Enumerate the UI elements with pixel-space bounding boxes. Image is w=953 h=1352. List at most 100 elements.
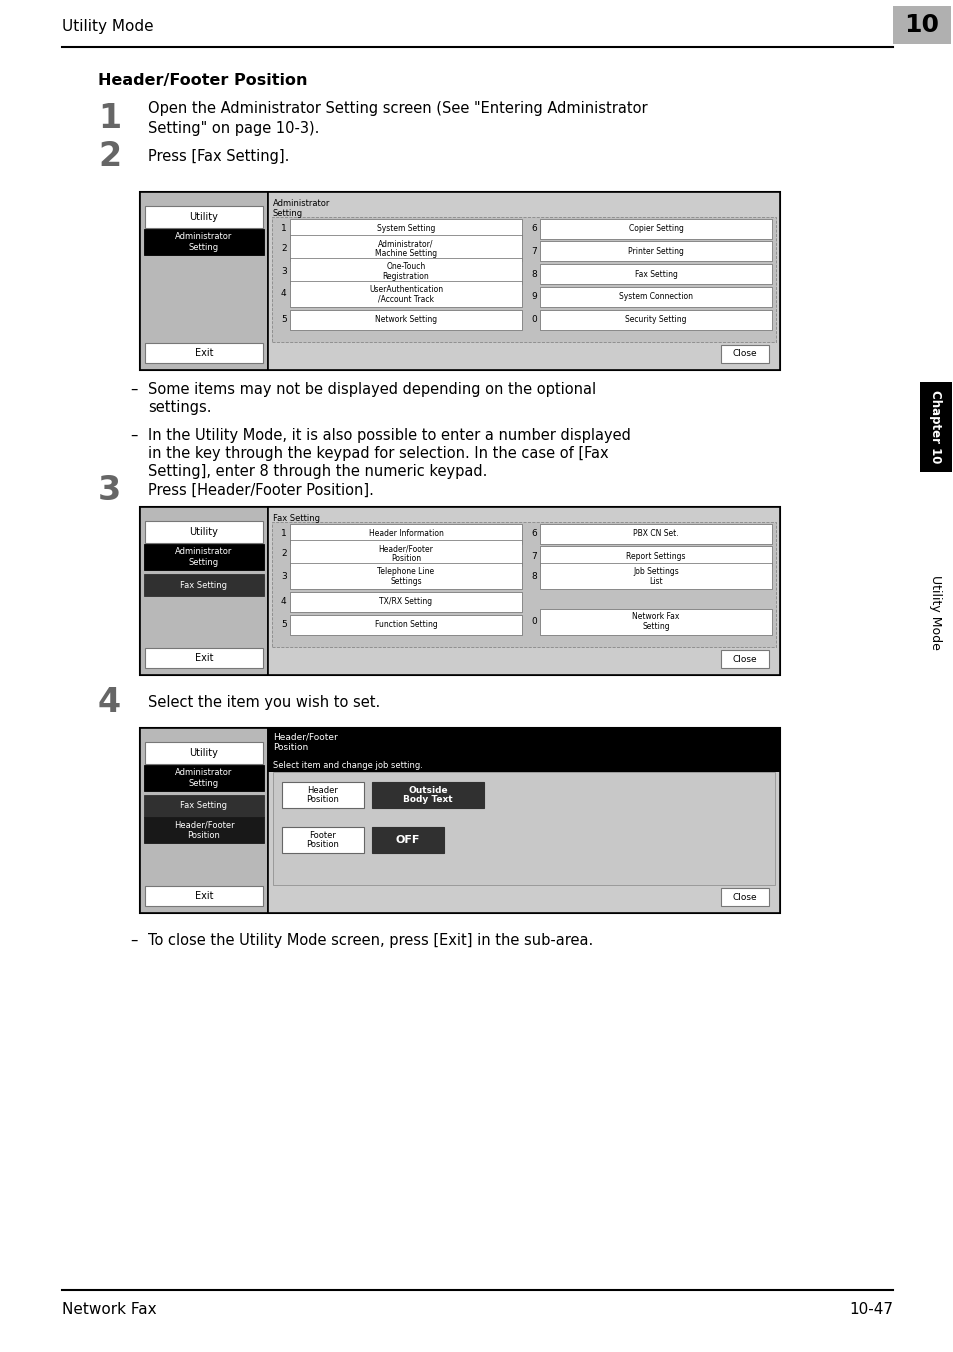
Text: 4: 4	[281, 598, 286, 607]
Text: Exit: Exit	[194, 653, 213, 662]
Text: Administrator: Administrator	[273, 199, 330, 208]
Text: Close: Close	[732, 350, 757, 358]
Text: Utility Mode: Utility Mode	[928, 575, 942, 649]
FancyBboxPatch shape	[539, 564, 771, 589]
Text: Network Setting: Network Setting	[375, 315, 436, 324]
Text: Exit: Exit	[194, 347, 213, 358]
Bar	[144, 544, 264, 571]
Bar	[140, 192, 268, 370]
Text: To close the Utility Mode screen, press [Exit] in the sub-area.: To close the Utility Mode screen, press …	[148, 933, 593, 948]
Text: One-Touch
Registration: One-Touch Registration	[382, 262, 429, 280]
Bar	[140, 727, 780, 913]
Text: 4: 4	[98, 687, 121, 719]
Text: Report Settings: Report Settings	[625, 552, 685, 561]
Text: Administrator/
Machine Setting: Administrator/ Machine Setting	[375, 239, 436, 258]
Text: settings.: settings.	[148, 400, 212, 415]
Text: Job Settings
List: Job Settings List	[633, 566, 679, 585]
Text: –: –	[130, 383, 137, 397]
FancyBboxPatch shape	[290, 615, 521, 634]
Text: Setting" on page 10-3).: Setting" on page 10-3).	[148, 120, 319, 135]
Text: Administrator
Setting: Administrator Setting	[175, 768, 233, 787]
Text: Header/Footer
Position: Header/Footer Position	[173, 821, 234, 840]
Text: UserAuthentication
/Account Track: UserAuthentication /Account Track	[369, 284, 442, 303]
Text: Header
Position: Header Position	[306, 786, 339, 804]
Text: 9: 9	[531, 292, 537, 301]
FancyBboxPatch shape	[539, 523, 771, 544]
Text: System Setting: System Setting	[376, 224, 435, 234]
FancyBboxPatch shape	[539, 546, 771, 566]
FancyBboxPatch shape	[290, 258, 521, 284]
Text: Security Setting: Security Setting	[624, 315, 686, 324]
Text: Chapter 10: Chapter 10	[928, 391, 942, 464]
Text: Telephone Line
Settings: Telephone Line Settings	[377, 566, 435, 585]
FancyBboxPatch shape	[282, 827, 364, 853]
Text: Footer
Position: Footer Position	[306, 830, 339, 849]
Text: 6: 6	[531, 224, 537, 234]
Bar	[272, 218, 775, 342]
Text: 2: 2	[281, 243, 286, 253]
Text: Select the item you wish to set.: Select the item you wish to set.	[148, 695, 380, 711]
FancyBboxPatch shape	[290, 310, 521, 330]
FancyBboxPatch shape	[539, 310, 771, 330]
Text: Close: Close	[732, 654, 757, 664]
Text: 8: 8	[531, 269, 537, 279]
Text: Administrator
Setting: Administrator Setting	[175, 548, 233, 566]
Bar	[273, 772, 774, 886]
Text: 2: 2	[98, 141, 121, 173]
Text: TX/RX Setting: TX/RX Setting	[379, 598, 432, 607]
Bar	[268, 758, 780, 772]
Text: Setting: Setting	[273, 210, 303, 218]
Text: Fax Setting: Fax Setting	[180, 802, 227, 810]
FancyBboxPatch shape	[539, 608, 771, 634]
Text: System Connection: System Connection	[618, 292, 692, 301]
FancyBboxPatch shape	[539, 242, 771, 261]
Text: Header/Footer Position: Header/Footer Position	[98, 73, 307, 88]
Bar	[144, 795, 264, 817]
Text: 3: 3	[281, 572, 287, 580]
Bar	[140, 507, 780, 675]
FancyBboxPatch shape	[145, 343, 263, 362]
Text: Fax Setting: Fax Setting	[273, 514, 319, 523]
Text: Function Setting: Function Setting	[375, 621, 436, 629]
Text: Position: Position	[273, 744, 308, 753]
Text: Header/Footer: Header/Footer	[273, 733, 337, 741]
FancyBboxPatch shape	[290, 541, 521, 566]
FancyBboxPatch shape	[145, 886, 263, 906]
FancyBboxPatch shape	[372, 781, 483, 808]
Text: Header/Footer
Position: Header/Footer Position	[378, 544, 433, 562]
FancyBboxPatch shape	[145, 521, 263, 544]
FancyBboxPatch shape	[145, 742, 263, 764]
Bar	[144, 817, 264, 844]
Text: in the key through the keypad for selection. In the case of [Fax: in the key through the keypad for select…	[148, 446, 608, 461]
Bar	[144, 228, 264, 256]
Text: Setting], enter 8 through the numeric keypad.: Setting], enter 8 through the numeric ke…	[148, 464, 487, 479]
FancyBboxPatch shape	[720, 888, 768, 906]
Text: 3: 3	[281, 266, 287, 276]
Text: –: –	[130, 429, 137, 443]
FancyBboxPatch shape	[145, 206, 263, 228]
Text: 5: 5	[281, 621, 287, 629]
FancyBboxPatch shape	[290, 523, 521, 544]
Text: Utility: Utility	[190, 748, 218, 758]
Text: 10: 10	[903, 14, 939, 37]
Text: Press [Header/Footer Position].: Press [Header/Footer Position].	[148, 483, 374, 498]
Text: Open the Administrator Setting screen (See "Entering Administrator: Open the Administrator Setting screen (S…	[148, 101, 647, 116]
Text: Administrator
Setting: Administrator Setting	[175, 233, 233, 251]
Text: 7: 7	[531, 247, 537, 256]
Text: 8: 8	[531, 572, 537, 580]
Text: Select item and change job setting.: Select item and change job setting.	[273, 760, 422, 769]
FancyBboxPatch shape	[539, 264, 771, 284]
Text: Press [Fax Setting].: Press [Fax Setting].	[148, 150, 289, 165]
FancyBboxPatch shape	[720, 650, 768, 668]
Text: Outside
Body Text: Outside Body Text	[403, 786, 453, 804]
Bar	[268, 192, 780, 370]
Text: 10-47: 10-47	[848, 1302, 892, 1317]
Text: In the Utility Mode, it is also possible to enter a number displayed: In the Utility Mode, it is also possible…	[148, 429, 630, 443]
Text: Network Fax
Setting: Network Fax Setting	[632, 612, 679, 631]
FancyBboxPatch shape	[539, 219, 771, 239]
Text: Utility: Utility	[190, 527, 218, 537]
Text: OFF: OFF	[395, 836, 419, 845]
Bar	[140, 727, 268, 913]
Text: Fax Setting: Fax Setting	[180, 580, 227, 589]
Bar	[140, 192, 780, 370]
